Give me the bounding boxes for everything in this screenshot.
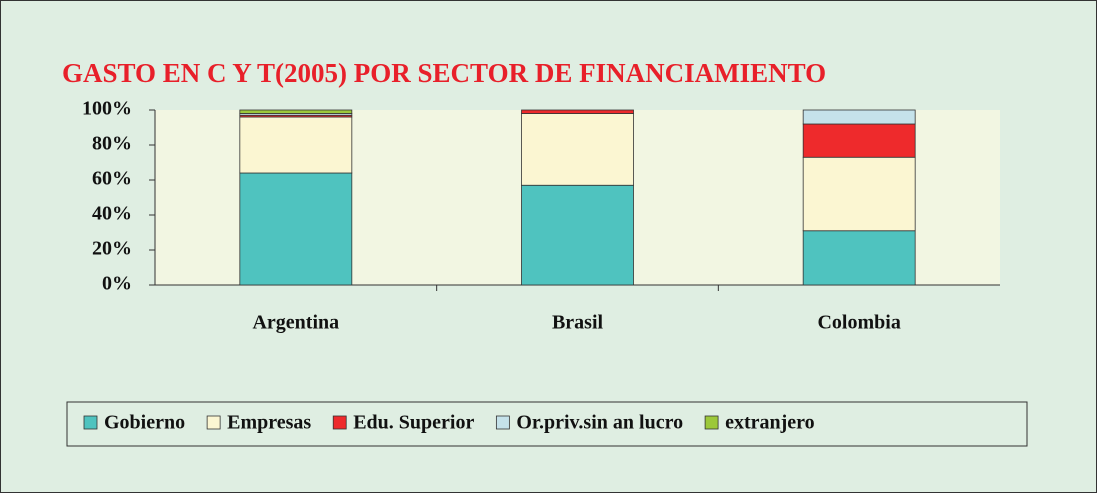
- bar-segment: [239, 172, 353, 286]
- legend-swatch: [332, 415, 347, 430]
- legend-swatch: [83, 415, 98, 430]
- bar-segment: [802, 109, 916, 125]
- legend-swatch: [206, 415, 221, 430]
- y-tick-label: 100%: [82, 98, 132, 120]
- x-tick-label: Argentina: [252, 312, 339, 334]
- legend-label: Empresas: [227, 412, 311, 434]
- x-tick-label: Brasil: [552, 312, 604, 334]
- legend-label: Or.priv.sin an lucro: [516, 412, 683, 434]
- y-tick-label: 0%: [102, 273, 132, 295]
- y-tick-label: 80%: [92, 133, 132, 155]
- bar-segment: [802, 156, 916, 232]
- legend-swatch: [704, 415, 719, 430]
- bar-segment: [239, 109, 353, 114]
- bar-segment: [521, 113, 634, 186]
- legend-swatch: [495, 415, 510, 430]
- bar-segment: [802, 123, 916, 158]
- y-tick-label: 60%: [92, 168, 132, 190]
- chart-title: GASTO EN C Y T(2005) POR SECTOR DE FINAN…: [62, 58, 826, 88]
- legend-label: Gobierno: [104, 412, 185, 434]
- bar-segment: [239, 116, 353, 174]
- legend-label: extranjero: [725, 412, 815, 434]
- legend-label: Edu. Superior: [353, 412, 474, 434]
- legend-box: [66, 401, 1028, 447]
- x-tick-label: Colombia: [817, 312, 900, 334]
- y-tick-label: 40%: [92, 203, 132, 225]
- bar-segment: [521, 184, 634, 286]
- y-tick-label: 20%: [92, 238, 132, 260]
- bar-segment: [521, 109, 634, 114]
- bar-segment: [802, 230, 916, 286]
